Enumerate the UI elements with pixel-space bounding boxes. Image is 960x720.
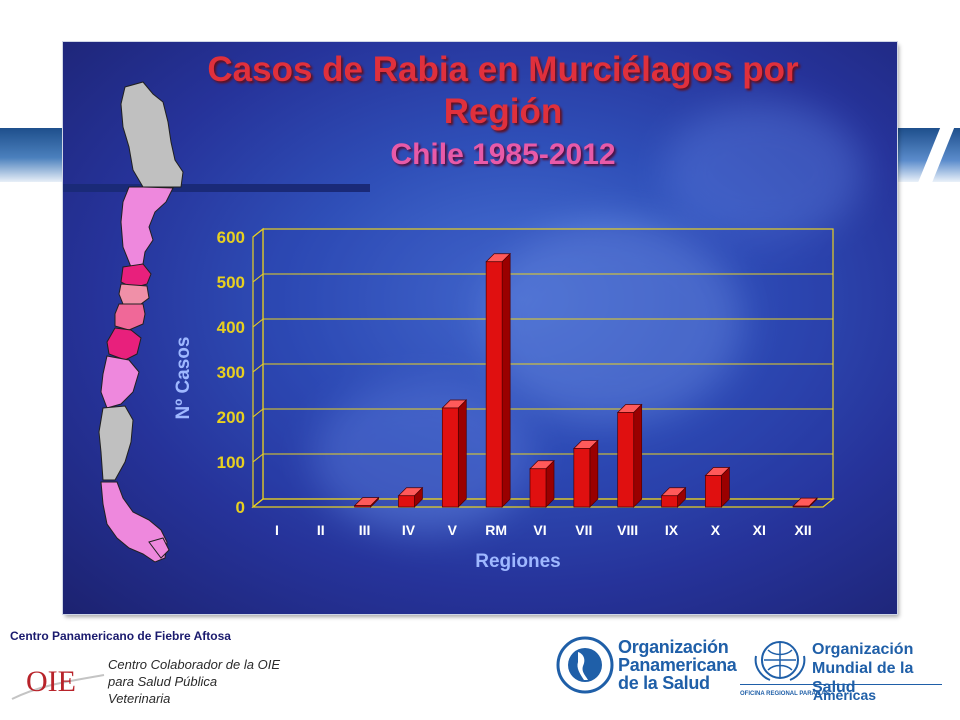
x-tick-label: III <box>359 522 371 538</box>
bar <box>792 505 810 508</box>
oms-divider <box>740 684 942 685</box>
y-tick-label: 400 <box>217 318 245 337</box>
x-tick-label: RM <box>485 522 507 538</box>
oms-office-label: OFICINA REGIONAL PARA LAS <box>740 691 830 697</box>
oms-americas-label: Américas <box>813 687 877 703</box>
oie-text-line3: Veterinaria <box>108 691 171 706</box>
y-tick-label: 200 <box>217 408 245 427</box>
bar-side <box>589 439 599 508</box>
bar-side <box>501 252 511 508</box>
chart-title: Casos de Rabia en Murciélagos por <box>207 50 799 89</box>
oie-collaborator-text: Centro Colaborador de la OIE para Salud … <box>108 656 280 707</box>
x-tick-label: I <box>275 522 279 538</box>
oms-line1: Organización <box>812 641 914 658</box>
bar <box>485 261 503 508</box>
bar <box>441 407 459 508</box>
x-axis-title: Regiones <box>475 551 561 572</box>
oie-logo: OIE <box>11 665 105 700</box>
oie-text-line1: Centro Colaborador de la OIE <box>108 657 280 672</box>
gridline-side <box>252 453 264 463</box>
x-tick-label: XII <box>795 522 812 538</box>
bar-side <box>633 403 643 508</box>
bar-side <box>457 399 467 508</box>
chile-map-shape <box>98 81 184 563</box>
ops-line2: Panamericana <box>618 655 737 675</box>
bar <box>354 505 371 508</box>
title-underline-bar <box>63 184 370 192</box>
y-tick-label: 0 <box>236 498 245 517</box>
bar <box>661 495 678 508</box>
gridline-side <box>252 498 264 508</box>
gridline-side <box>252 408 264 418</box>
footer-organization-name: Centro Panamericano de Fiebre Aftosa <box>10 629 231 643</box>
x-tick-label: XI <box>753 522 766 538</box>
oie-text-line2: para Salud Pública <box>108 674 218 689</box>
bar <box>573 448 591 508</box>
who-emblem-logo <box>754 641 806 681</box>
ops-line3: de la Salud <box>618 673 710 693</box>
header-band-left <box>0 128 70 182</box>
x-tick-label: VIII <box>617 522 638 538</box>
x-tick-label: VI <box>533 522 546 538</box>
y-axis-title: Nº Casos <box>173 337 194 420</box>
x-tick-label: X <box>711 522 721 538</box>
gridline-side <box>252 273 264 283</box>
x-tick-label: IX <box>665 522 679 538</box>
chart-title-line2: Región <box>443 92 563 131</box>
y-tick-label: 100 <box>217 453 245 472</box>
oms-line2: Mundial de la Salud <box>812 660 914 696</box>
chart-subtitle: Chile 1985-2012 <box>390 138 616 171</box>
svg-text:OIE: OIE <box>26 665 76 698</box>
bar <box>529 468 547 508</box>
y-tick-label: 600 <box>217 228 245 247</box>
x-tick-label: VII <box>575 522 592 538</box>
y-tick-label: 300 <box>217 363 245 382</box>
bar-side <box>545 459 555 508</box>
x-tick-label: V <box>448 522 458 538</box>
x-tick-label: II <box>317 522 325 538</box>
ops-globe-logo <box>556 636 614 694</box>
bar <box>705 475 722 508</box>
background-glow <box>663 102 863 242</box>
ops-name: Organización Panamericana de la Salud <box>618 637 737 693</box>
gridline-side <box>252 318 264 328</box>
x-tick-label: IV <box>402 522 416 538</box>
gridline-side <box>252 228 264 238</box>
bar <box>398 495 415 508</box>
oms-name: Organización Mundial de la Salud <box>812 640 960 697</box>
slide-image: 0 100 200 300 400 500 600 I II III IV V RM VI VII VIII I… <box>63 42 897 614</box>
ops-line1: Organización <box>618 637 729 657</box>
gridline-side <box>252 363 264 373</box>
bar <box>617 412 635 508</box>
y-tick-label: 500 <box>217 273 245 292</box>
background-glow <box>483 222 743 422</box>
